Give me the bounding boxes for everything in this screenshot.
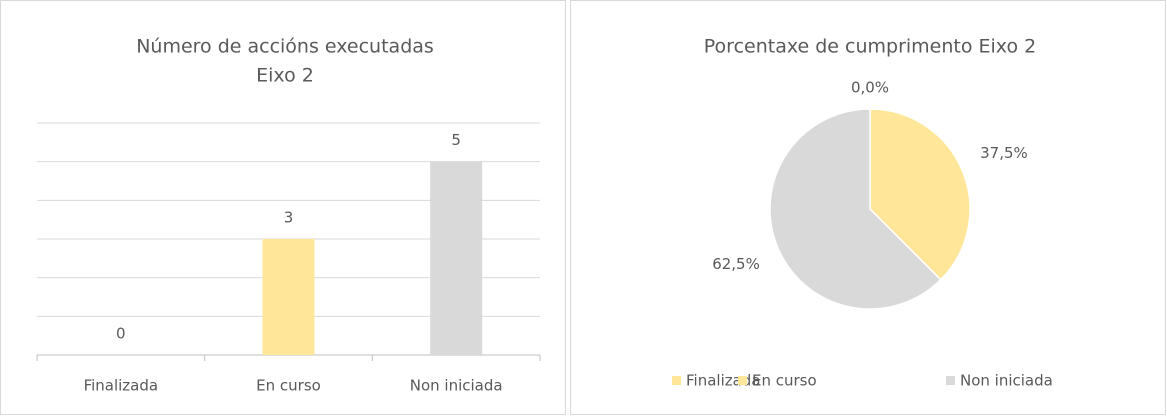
x-tick-label: En curso <box>256 377 321 395</box>
chart-title: Porcentaxe de cumprimento Eixo 2 <box>704 36 1036 58</box>
legend-swatch <box>738 376 747 385</box>
legend-label: Non iniciada <box>960 372 1053 390</box>
x-tick-label: Non iniciada <box>410 377 503 395</box>
bar <box>430 161 483 355</box>
chart-title: Número de accións executadas <box>136 36 434 58</box>
data-label: 5 <box>451 131 461 149</box>
data-label: 37,5% <box>980 144 1028 162</box>
data-label: 3 <box>284 209 294 227</box>
legend-swatch <box>672 376 681 385</box>
bar <box>262 239 315 355</box>
x-tick-label: Finalizada <box>84 377 159 395</box>
data-label: 0,0% <box>851 79 889 97</box>
legend-label: Finalizada <box>686 372 761 390</box>
chart-subtitle: Eixo 2 <box>256 65 314 87</box>
data-label: 62,5% <box>712 255 760 273</box>
data-label: 0 <box>116 325 126 343</box>
pie-slice <box>769 108 942 310</box>
pie-slice <box>869 108 971 281</box>
legend-label: En curso <box>752 372 817 390</box>
legend-swatch <box>946 376 955 385</box>
